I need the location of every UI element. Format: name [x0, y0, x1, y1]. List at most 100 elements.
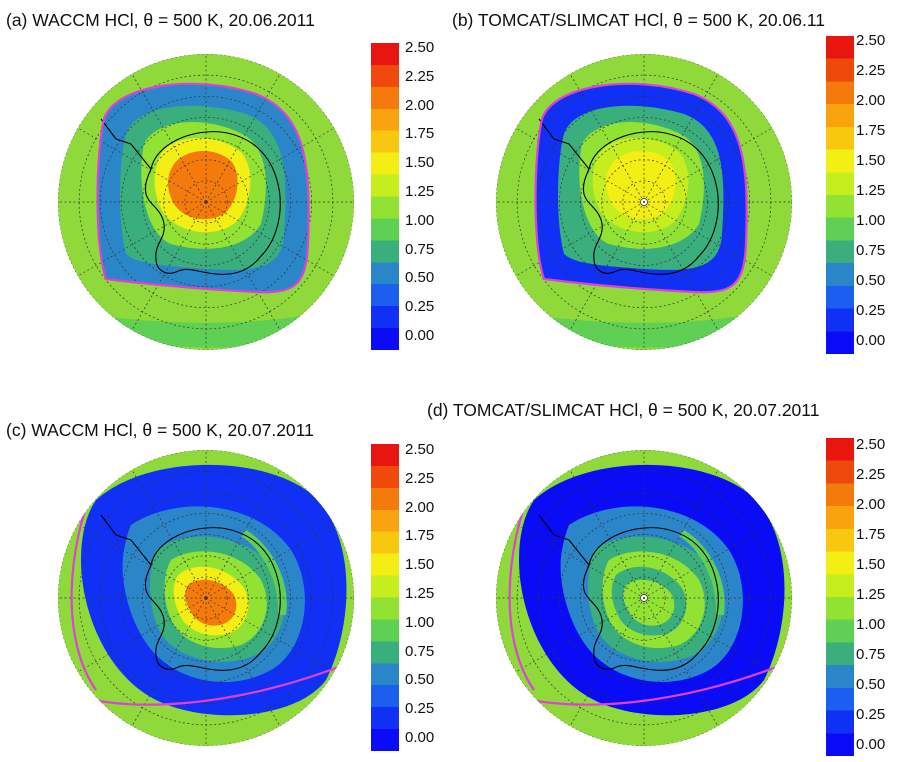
latitude-circle: [184, 576, 228, 620]
south-pole-dot: [643, 201, 645, 203]
longitude-line: [515, 201, 645, 277]
longitude-line: [77, 523, 207, 599]
colorbar-tick-label: 2.50: [405, 39, 435, 56]
longitude-line: [131, 201, 207, 331]
colorbar-tick-label: 1.50: [856, 556, 886, 573]
latitude-circle: [121, 513, 291, 683]
longitude-line: [205, 127, 335, 203]
longitude-line: [77, 201, 207, 277]
colorbar-tick-label: 1.75: [856, 526, 886, 543]
vortex-core: [606, 150, 676, 220]
colorbar-tick-label: 0.25: [405, 298, 435, 316]
latitude-circle: [184, 180, 228, 224]
colorbar-tick-label: 2.00: [405, 498, 435, 516]
colorbar-tick-label: 0.25: [856, 706, 886, 723]
vortex-peak: [185, 579, 237, 626]
longitude-line: [643, 597, 719, 727]
longitude-line: [569, 73, 645, 203]
colorbar-tick-label: 0.75: [405, 642, 435, 660]
longitude-line: [77, 597, 207, 673]
panel-title: (d) TOMCAT/SLIMCAT HCl, θ = 500 K, 20.07…: [427, 400, 820, 420]
colorbar-tick-label: 0.00: [405, 327, 435, 344]
colorbar-tick-label: 0.00: [405, 729, 435, 746]
colorbar-ticks-a: 2.50 2.25 2.00 1.75 1.50 1.25 1.00 0.75 0.50 0.25…: [405, 39, 455, 353]
longitude-line: [77, 127, 207, 203]
coastline-antarctica: [100, 514, 281, 671]
longitude-line: [131, 469, 207, 599]
polar-map-d: [496, 450, 792, 746]
panel-title: (a) WACCM HCl, θ = 500 K, 20.06.2011: [6, 10, 315, 30]
colorbar-tick-label: 2.25: [405, 469, 435, 487]
longitude-line: [643, 201, 719, 331]
longitude-line: [131, 73, 207, 203]
colorbar-tick-label: 2.50: [856, 436, 886, 453]
colorbar-tick-label: 2.00: [856, 92, 886, 109]
colorbar-tick-label: 0.50: [856, 676, 886, 693]
colorbar-tick-label: 1.50: [405, 154, 435, 172]
polar-map-c: [58, 450, 354, 746]
colorbar-tick-label: 2.00: [405, 96, 435, 114]
longitude-line: [643, 127, 773, 203]
longitude-line: [205, 201, 335, 277]
longitude-line: [569, 469, 645, 599]
colorbar-tick-label: 1.00: [856, 616, 886, 633]
colorbar-tick-label: 1.50: [405, 556, 435, 574]
colorbar-tick-label: 1.00: [405, 211, 435, 229]
colorbar-tick-label: 0.50: [405, 269, 435, 287]
colorbar-tick-label: 1.00: [856, 212, 886, 229]
colorbar-tick-label: 1.75: [856, 122, 886, 139]
filament-streak: [241, 530, 287, 615]
colorbar-tick-label: 1.75: [405, 125, 435, 143]
colorbar-tick-label: 0.25: [856, 302, 886, 319]
coastline-antarctica: [538, 514, 719, 671]
polar-map-b: [496, 54, 792, 350]
colorbar-tick-label: 0.50: [856, 272, 886, 289]
colorbar-tick-label: 2.25: [856, 466, 886, 483]
latitude-circle: [622, 576, 666, 620]
colorbar-a: [371, 43, 399, 350]
colorbar-ticks-c: 2.50 2.25 2.00 1.75 1.50 1.25 1.00 0.75 0.50 0.25…: [405, 441, 455, 755]
colorbar-tick-label: 2.00: [856, 496, 886, 513]
longitude-line: [515, 127, 645, 203]
longitude-line: [205, 597, 335, 673]
colorbar-ticks-d: 2.50 2.25 2.00 1.75 1.50 1.25 1.00 0.75 0.50 0.25…: [856, 436, 906, 762]
latitude-circle: [559, 117, 729, 287]
vortex-edge-line: [534, 82, 748, 294]
colorbar-c: [371, 444, 399, 751]
colorbar-tick-label: 2.50: [856, 32, 886, 49]
longitude-line: [515, 523, 645, 599]
longitude-line: [205, 597, 281, 727]
lat-lon-grid: [496, 450, 792, 746]
vortex-edge-line: [96, 82, 310, 294]
colorbar-tick-label: 0.25: [405, 700, 435, 718]
longitude-line: [515, 597, 645, 673]
lat-lon-grid: [58, 450, 354, 746]
filament-streak: [679, 530, 725, 615]
latitude-circle: [99, 95, 313, 309]
longitude-line: [643, 201, 773, 277]
latitude-circle: [559, 513, 729, 683]
colorbar-tick-label: 1.00: [405, 613, 435, 631]
colorbar-ticks-b: 2.50 2.25 2.00 1.75 1.50 1.25 1.00 0.75 0.50 0.25…: [856, 32, 906, 358]
vortex-core: [168, 150, 238, 220]
latitude-circle: [537, 491, 751, 705]
colorbar-tick-label: 2.50: [405, 441, 435, 458]
lat-lon-grid: [58, 54, 354, 350]
colorbar-tick-label: 1.25: [405, 183, 435, 200]
colorbar-tick-label: 2.25: [856, 62, 886, 79]
longitude-line: [569, 201, 645, 331]
colorbar-tick-label: 1.25: [405, 585, 435, 602]
longitude-line: [205, 523, 335, 599]
colorbar-tick-label: 1.50: [856, 152, 886, 169]
longitude-line: [643, 597, 773, 673]
colorbar-tick-label: 1.25: [856, 182, 886, 199]
panel-title: (b) TOMCAT/SLIMCAT HCl, θ = 500 K, 20.06…: [452, 10, 825, 30]
colorbar-tick-label: 0.50: [405, 671, 435, 689]
polar-map-a: [58, 54, 354, 350]
colorbar-tick-label: 2.25: [405, 67, 435, 85]
colorbar-tick-label: 1.75: [405, 527, 435, 545]
latitude-circle: [121, 117, 291, 287]
colorbar-tick-label: 0.75: [856, 646, 886, 663]
colorbar-tick-label: 0.00: [856, 736, 886, 753]
lat-lon-grid: [496, 54, 792, 350]
